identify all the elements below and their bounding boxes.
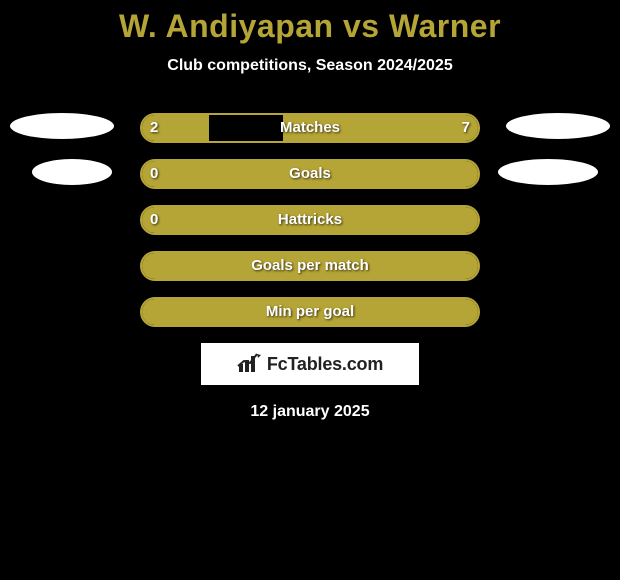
bar-fill-left xyxy=(142,115,209,141)
bar-track xyxy=(140,251,480,281)
player-badge-right xyxy=(498,159,598,185)
bar-fill-right xyxy=(283,115,478,141)
logo-text: FcTables.com xyxy=(267,354,383,375)
bar-track xyxy=(140,159,480,189)
stat-rows: Matches27 Goals0 Hattricks0 Goals per match… xyxy=(0,113,620,327)
page-title: W. Andiyapan vs Warner xyxy=(0,0,620,45)
player-badge-right xyxy=(506,113,610,139)
logo-box: FcTables.com xyxy=(201,343,419,385)
bar-fill xyxy=(142,161,478,187)
page-subtitle: Club competitions, Season 2024/2025 xyxy=(0,57,620,75)
bar-fill xyxy=(142,253,478,279)
stat-row: Min per goal xyxy=(0,297,620,327)
bar-track xyxy=(140,113,480,143)
stat-row: Matches27 xyxy=(0,113,620,143)
comparison-card: W. Andiyapan vs Warner Club competitions… xyxy=(0,0,620,580)
bar-track xyxy=(140,297,480,327)
bar-fill xyxy=(142,299,478,325)
stat-row: Goals0 xyxy=(0,159,620,189)
date-label: 12 january 2025 xyxy=(0,403,620,421)
stat-row: Goals per match xyxy=(0,251,620,281)
player-badge-left xyxy=(10,113,114,139)
logo-chart-icon xyxy=(237,352,263,377)
player-badge-left xyxy=(32,159,112,185)
bar-track xyxy=(140,205,480,235)
bar-fill xyxy=(142,207,478,233)
stat-row: Hattricks0 xyxy=(0,205,620,235)
